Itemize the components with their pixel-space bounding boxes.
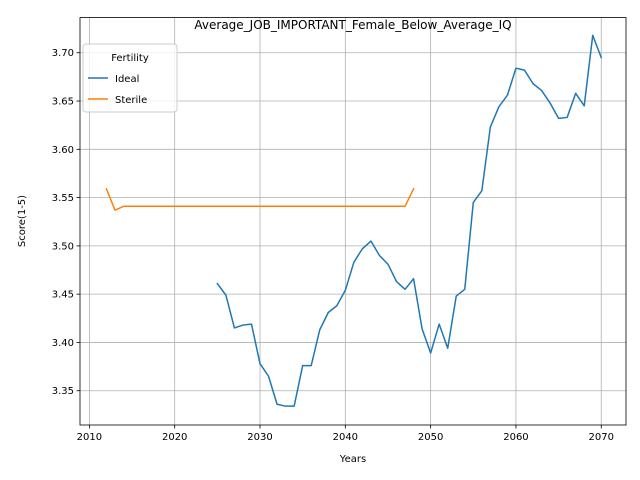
legend-label-sterile: Sterile	[115, 95, 147, 106]
y-tick-label: 3.70	[52, 48, 74, 59]
series-line-sterile	[105, 187, 415, 211]
x-tick-label: 2010	[77, 432, 102, 443]
legend-box	[82, 43, 178, 113]
x-tick-label: 2040	[333, 432, 358, 443]
y-tick-label: 3.65	[52, 97, 74, 108]
y-tick-label: 3.50	[52, 241, 74, 252]
chart-title: Average_JOB_IMPORTANT_Female_Below_Avera…	[194, 18, 511, 32]
y-axis: 3.35 3.40 3.45 3.50 3.55 3.60 3.65 3.70	[52, 48, 80, 397]
legend-entries: Ideal Sterile	[88, 74, 147, 106]
legend-title: Fertility	[111, 53, 149, 64]
series-line-ideal	[216, 34, 603, 407]
x-tick-label: 2020	[162, 432, 187, 443]
x-tick-label: 2030	[247, 432, 272, 443]
y-tick-label: 3.45	[52, 290, 74, 301]
x-tick-label: 2070	[589, 432, 614, 443]
x-axis-label: Years	[339, 454, 366, 465]
x-tick-label: 2060	[503, 432, 528, 443]
y-tick-label: 3.35	[52, 386, 74, 397]
y-tick-label: 3.40	[52, 338, 74, 349]
y-axis-label: Score(1-5)	[17, 195, 28, 247]
series-lines	[105, 34, 603, 407]
y-tick-label: 3.60	[52, 145, 74, 156]
legend: Fertility Ideal Sterile	[82, 43, 178, 113]
grid	[80, 17, 626, 425]
x-tick-label: 2050	[418, 432, 443, 443]
x-axis: 2010 2020 2030 2040 2050 2060 2070	[77, 425, 614, 443]
plot-area-frame	[79, 17, 627, 426]
y-tick-label: 3.55	[52, 193, 74, 204]
legend-label-ideal: Ideal	[115, 74, 139, 85]
